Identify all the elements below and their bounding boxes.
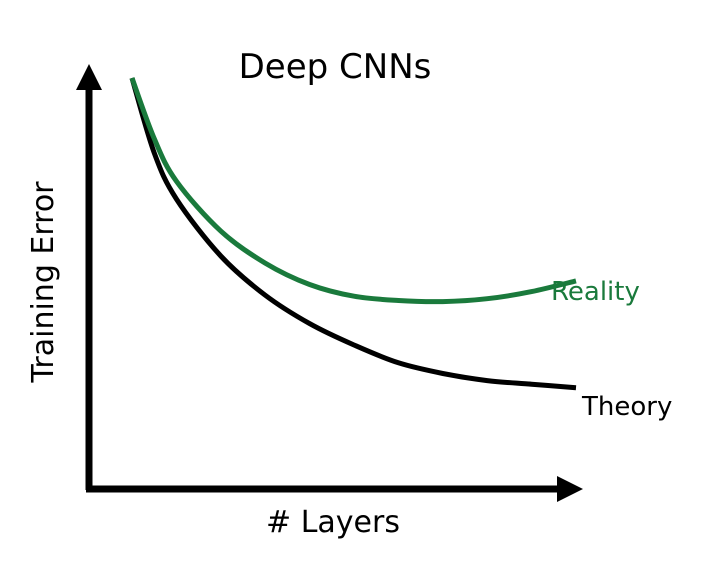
x-axis-label: # Layers [266, 505, 400, 540]
series-layer [129, 77, 577, 391]
x-axis-arrowhead [557, 476, 583, 502]
chart-title: Deep CNNs [239, 47, 432, 87]
y-axis-label: Training Error [26, 181, 61, 384]
series-label-reality: Reality [551, 277, 640, 307]
series-line-theory [129, 77, 577, 391]
series-line-reality [129, 77, 577, 305]
y-axis-arrowhead [76, 64, 102, 90]
series-label-theory: Theory [581, 392, 672, 422]
